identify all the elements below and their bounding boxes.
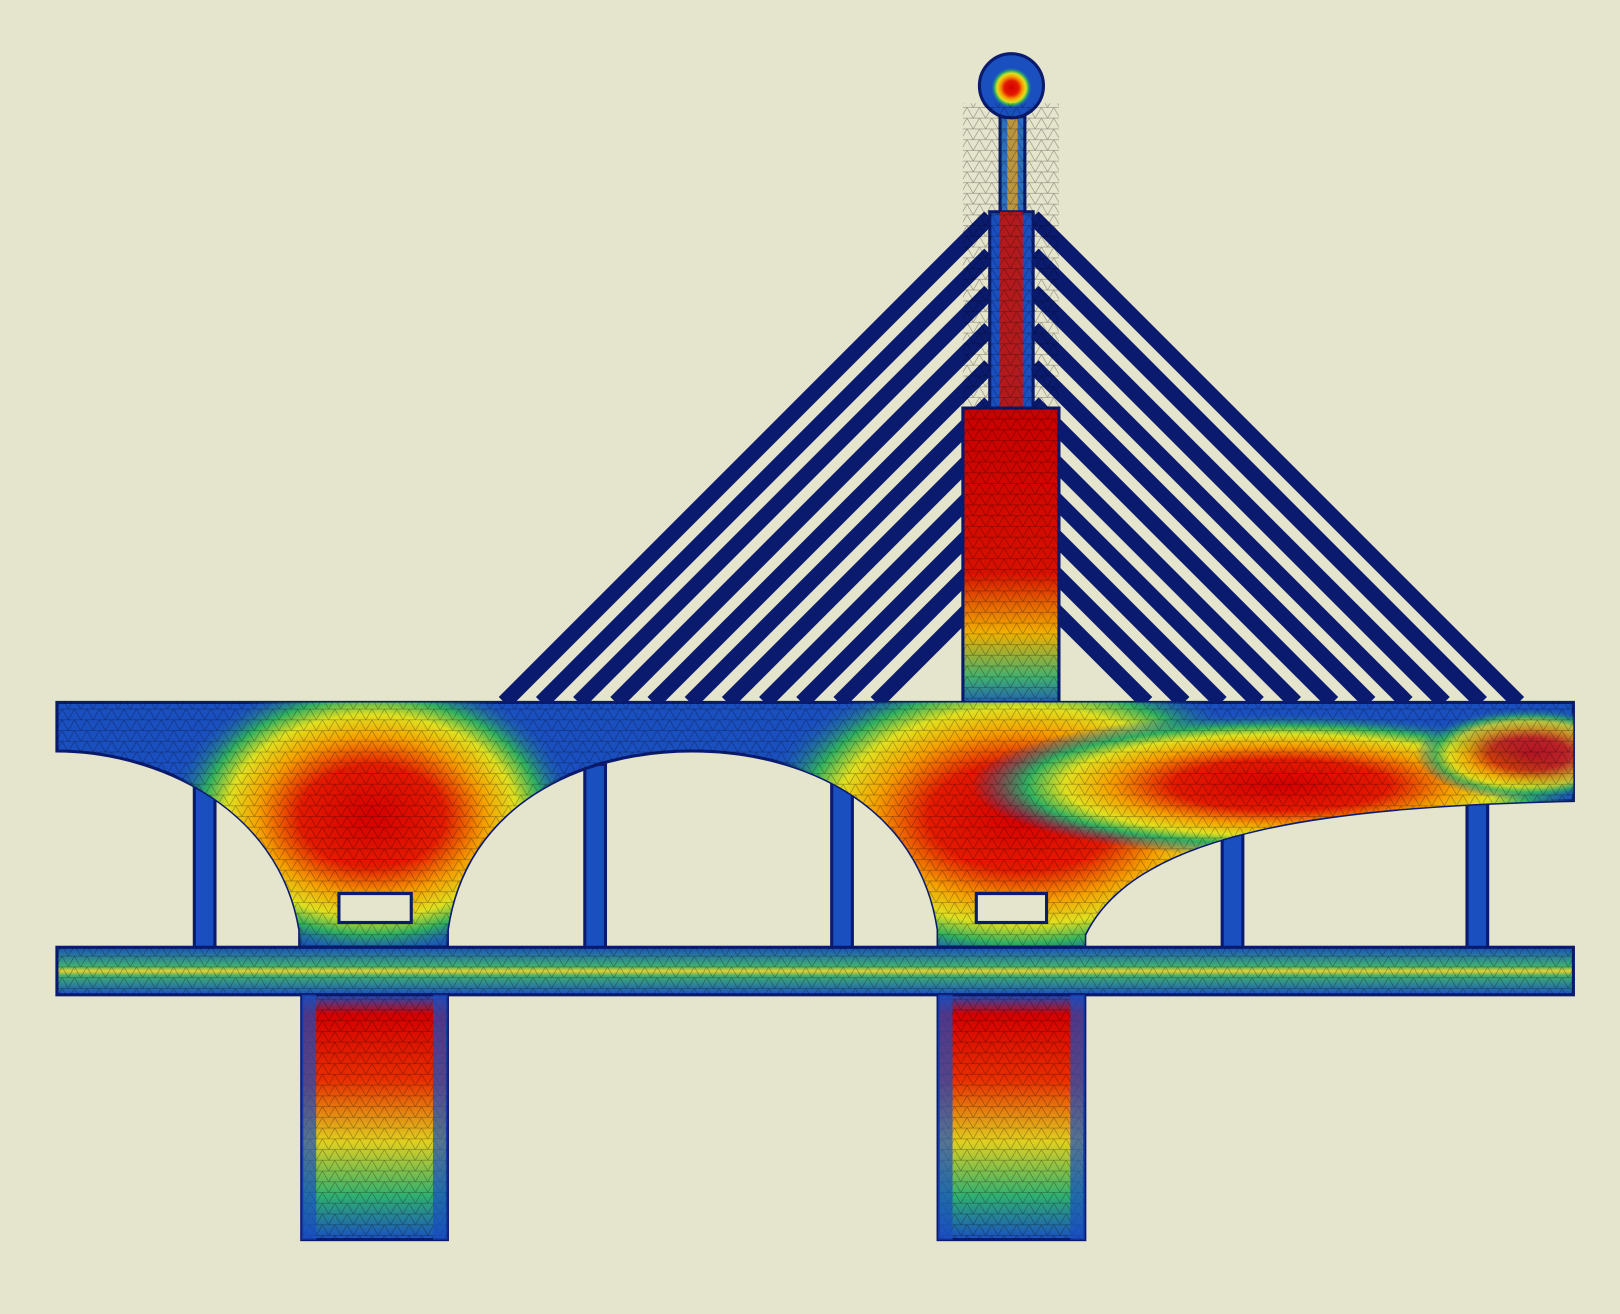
tower (961, 52, 1061, 710)
cables (498, 211, 1525, 708)
lower-deck (55, 945, 1575, 997)
piers (300, 993, 1087, 1242)
